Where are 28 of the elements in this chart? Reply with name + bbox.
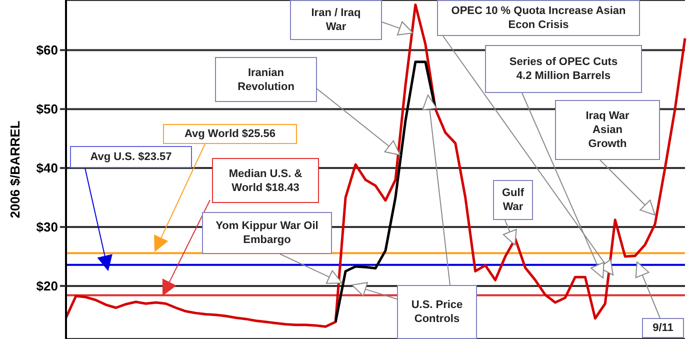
annotation: OPEC 10 % Quota Increase Asian Econ Crisis [451,4,626,32]
y-tick-label: $20 [36,278,58,294]
annotation: Median U.S. & World $18.43 [228,166,304,194]
callout-box: Series of OPEC Cuts 4.2 Million Barrels [485,45,642,93]
y-axis-title: 2006 $/BARREL [8,120,23,218]
callout-box: Avg World $25.56 [163,124,297,144]
y-tick-label: $60 [36,42,58,58]
callout-box: 9/11 [642,318,684,338]
annotation: Avg U.S. $23.57 [89,150,173,164]
annotation: Iranian Revolution [236,66,296,94]
callout-box: Median U.S. & World $18.43 [212,158,319,203]
annotation: Gulf War [501,186,525,214]
callout-box: Iran / Iraq War [290,0,382,40]
callout-box: Avg U.S. $23.57 [70,146,192,168]
y-tick-label: $30 [36,220,58,235]
y-tick-label: $50 [36,102,58,117]
callout-box: Gulf War [493,180,533,220]
callout-box: Yom Kippur War Oil Embargo [202,212,332,254]
callout-box: Iraq War Asian Growth [555,100,660,160]
annotation: Iran / Iraq War [310,6,362,34]
callout-box: Iranian Revolution [215,57,317,102]
callout-box: OPEC 10 % Quota Increase Asian Econ Crisis [437,0,640,36]
y-tick-label: $40 [36,160,58,176]
callout-box: U.S. Price Controls [397,285,477,339]
annotation: Iraq War Asian Growth [584,109,630,151]
annotation: U.S. Price Controls [410,298,464,326]
annotation: Yom Kippur War Oil Embargo [214,219,320,247]
annotation: Series of OPEC Cuts 4.2 Million Barrels [508,55,619,83]
